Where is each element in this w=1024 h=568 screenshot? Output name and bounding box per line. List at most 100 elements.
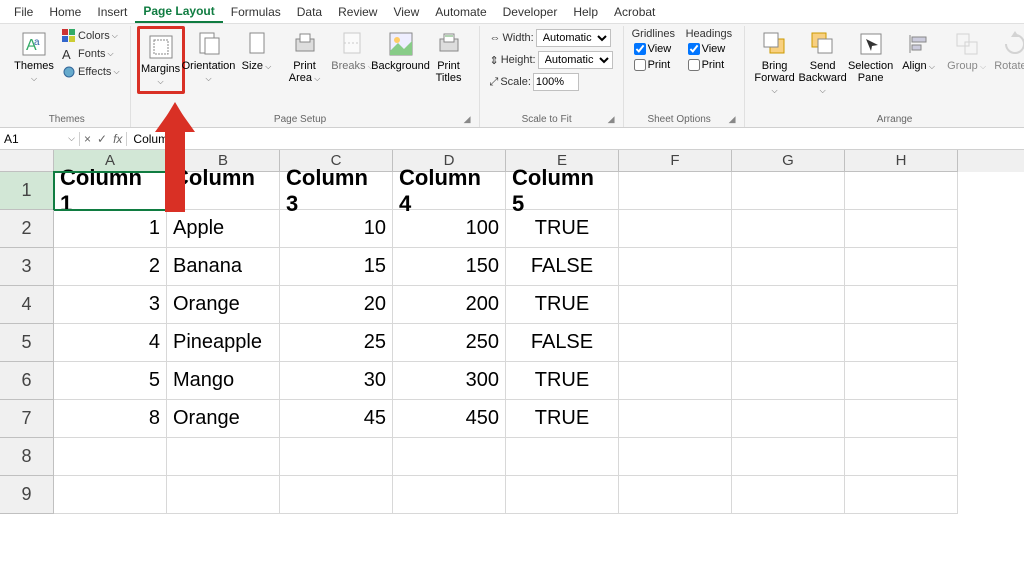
cell[interactable]: Apple [167,210,280,248]
cell[interactable]: 300 [393,362,506,400]
scale-input[interactable] [533,73,579,91]
sheet-options-dialog-launcher[interactable]: ◢ [729,114,738,127]
fx-button[interactable]: fx [113,132,122,146]
cell[interactable]: Banana [167,248,280,286]
group-button[interactable]: Group [943,26,991,76]
col-header-H[interactable]: H [845,150,958,172]
cell[interactable] [619,438,732,476]
cell[interactable] [619,476,732,514]
name-box[interactable]: A1⌵ [0,132,80,146]
cell[interactable]: TRUE [506,362,619,400]
cell[interactable] [619,248,732,286]
cell[interactable]: 8 [54,400,167,438]
row-header[interactable]: 5 [0,324,54,362]
cell[interactable]: Column 4 [393,172,506,210]
cell[interactable]: 150 [393,248,506,286]
tab-acrobat[interactable]: Acrobat [606,2,663,22]
cell[interactable]: 30 [280,362,393,400]
tab-automate[interactable]: Automate [427,2,494,22]
cell[interactable]: Column 3 [280,172,393,210]
bring-forward-button[interactable]: Bring Forward [751,26,799,100]
cell[interactable]: Column 1 [54,172,167,210]
cell[interactable] [619,210,732,248]
col-header-G[interactable]: G [732,150,845,172]
cell[interactable]: TRUE [506,286,619,324]
cell[interactable]: Column 5 [506,172,619,210]
themes-button[interactable]: Aa Themes [10,26,58,88]
cell[interactable] [619,286,732,324]
cell[interactable] [54,476,167,514]
cell[interactable]: TRUE [506,210,619,248]
tab-insert[interactable]: Insert [89,2,135,22]
row-header[interactable]: 9 [0,476,54,514]
cell[interactable] [732,476,845,514]
row-header[interactable]: 6 [0,362,54,400]
size-button[interactable]: Size [233,26,281,76]
cell[interactable] [732,172,845,210]
cell[interactable] [619,324,732,362]
tab-page-layout[interactable]: Page Layout [135,1,222,23]
formula-input[interactable]: Column 1 [127,132,1024,146]
cell[interactable] [845,172,958,210]
cell[interactable] [619,400,732,438]
cell[interactable]: 100 [393,210,506,248]
cell[interactable] [619,362,732,400]
cell[interactable] [732,248,845,286]
effects-button[interactable]: Effects [60,64,122,80]
formula-cancel-button[interactable]: × [84,132,91,146]
cell[interactable]: 450 [393,400,506,438]
row-header[interactable]: 8 [0,438,54,476]
cell[interactable] [54,438,167,476]
cell[interactable] [845,286,958,324]
cell[interactable]: Orange [167,400,280,438]
gridlines-print-checkbox[interactable] [634,59,646,71]
orientation-button[interactable]: Orientation [185,26,233,88]
tab-formulas[interactable]: Formulas [223,2,289,22]
cell[interactable] [506,438,619,476]
cell[interactable]: FALSE [506,248,619,286]
margins-button[interactable]: Margins [137,26,185,94]
cell[interactable] [732,286,845,324]
align-button[interactable]: Align [895,26,943,76]
cell[interactable]: 15 [280,248,393,286]
tab-review[interactable]: Review [330,2,385,22]
headings-view-checkbox[interactable] [688,43,700,55]
cell[interactable] [619,172,732,210]
cell[interactable]: 1 [54,210,167,248]
cell[interactable] [845,400,958,438]
cell[interactable] [845,438,958,476]
print-area-button[interactable]: Print Area [281,26,329,88]
cell[interactable]: 200 [393,286,506,324]
cell[interactable] [845,210,958,248]
cell[interactable]: 4 [54,324,167,362]
rotate-button[interactable]: Rotate [991,26,1024,76]
cell[interactable] [280,476,393,514]
cell[interactable] [393,438,506,476]
cell[interactable]: Pineapple [167,324,280,362]
row-header[interactable]: 3 [0,248,54,286]
breaks-button[interactable]: Breaks [329,26,377,76]
cell[interactable] [167,476,280,514]
cell[interactable] [732,210,845,248]
tab-view[interactable]: View [385,2,427,22]
cell[interactable]: Orange [167,286,280,324]
cell[interactable]: 2 [54,248,167,286]
tab-file[interactable]: File [6,2,41,22]
formula-enter-button[interactable]: ✓ [97,132,107,146]
cell[interactable] [845,248,958,286]
cell[interactable] [732,438,845,476]
tab-home[interactable]: Home [41,2,89,22]
select-all-corner[interactable] [0,150,54,172]
cell[interactable]: Mango [167,362,280,400]
page-setup-dialog-launcher[interactable]: ◢ [464,114,473,127]
selection-pane-button[interactable]: Selection Pane [847,26,895,88]
cell[interactable] [167,438,280,476]
col-header-F[interactable]: F [619,150,732,172]
width-select[interactable]: Automatic [536,29,611,47]
cell[interactable] [732,324,845,362]
cell[interactable] [280,438,393,476]
cell[interactable]: 250 [393,324,506,362]
scale-dialog-launcher[interactable]: ◢ [608,114,617,127]
cell[interactable]: TRUE [506,400,619,438]
row-header[interactable]: 4 [0,286,54,324]
